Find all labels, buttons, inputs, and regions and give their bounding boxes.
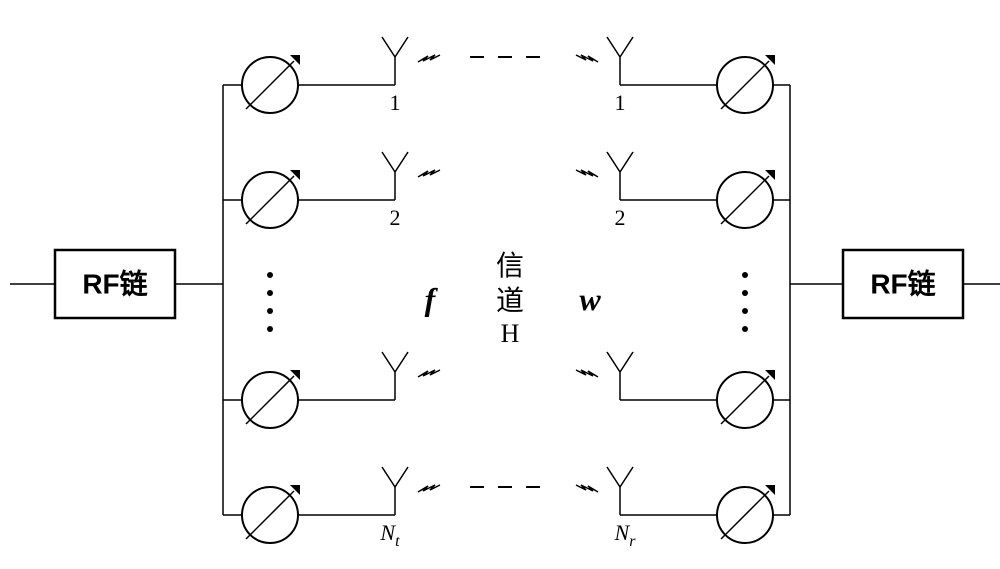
rx-antenna-1 <box>607 37 633 85</box>
channel-label-line1: 信 <box>496 250 524 282</box>
rx-ellipsis <box>742 272 748 332</box>
tx-ellipsis <box>267 272 273 332</box>
rx-antenna-3 <box>607 352 633 400</box>
rf-chain-right-label: RF链 <box>870 268 935 299</box>
rx-wave-3 <box>576 370 598 377</box>
tx-phase-shifter-3 <box>242 370 300 428</box>
tx-antenna-label-1: 1 <box>390 90 401 115</box>
rx-wave-4 <box>576 485 598 492</box>
rx-phase-shifter-1 <box>717 55 775 113</box>
rx-antenna-label-2: 2 <box>615 205 626 230</box>
rx-phase-shifter-3 <box>717 370 775 428</box>
tx-antenna-4 <box>382 467 408 515</box>
rx-phase-shifter-4 <box>717 485 775 543</box>
tx-antenna-2 <box>382 152 408 200</box>
rx-phase-shifter-2 <box>717 170 775 228</box>
rx-antenna-2 <box>607 152 633 200</box>
channel-label-H: H <box>501 319 520 348</box>
rx-antenna-4 <box>607 467 633 515</box>
rx-antenna-label-N: Nr <box>614 520 637 550</box>
beamforming-diagram: RF链 RF链 1 <box>0 0 1000 569</box>
rx-wave-2 <box>576 170 598 177</box>
channel-label-line2: 道 <box>496 285 524 317</box>
tx-wave-3 <box>418 370 440 377</box>
tx-antenna-label-2: 2 <box>390 205 401 230</box>
rx-wave-1 <box>576 55 598 62</box>
var-w-label: w <box>579 281 601 317</box>
var-f-label: f <box>425 281 439 317</box>
rx-antenna-label-1: 1 <box>615 90 626 115</box>
tx-wave-2 <box>418 170 440 177</box>
tx-phase-shifter-1 <box>242 55 300 113</box>
tx-phase-shifter-2 <box>242 170 300 228</box>
rf-chain-left-label: RF链 <box>82 268 147 299</box>
tx-wave-4 <box>418 485 440 492</box>
tx-antenna-label-N: Nt <box>379 520 400 550</box>
tx-phase-shifter-4 <box>242 485 300 543</box>
tx-antenna-3 <box>382 352 408 400</box>
tx-wave-1 <box>418 55 440 62</box>
tx-antenna-1 <box>382 37 408 85</box>
